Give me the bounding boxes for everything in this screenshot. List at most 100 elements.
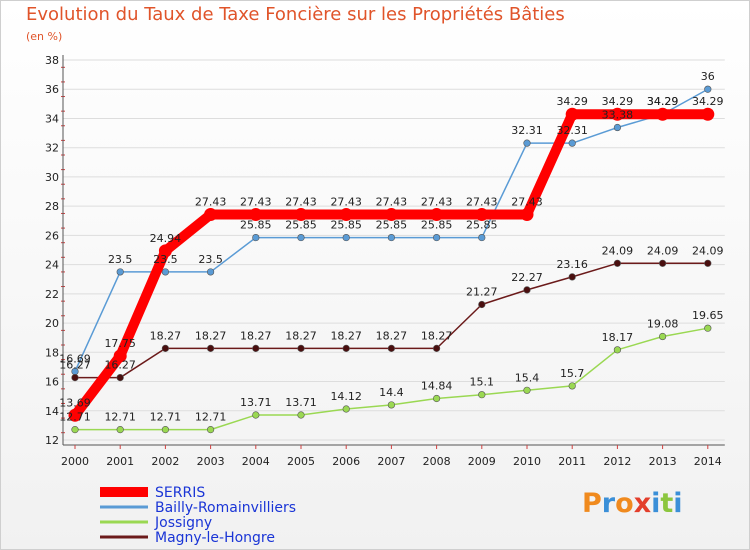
data-label: 27.43 (466, 195, 498, 208)
x-tick-label: 2008 (423, 455, 451, 468)
data-point (294, 207, 308, 221)
data-point (339, 207, 353, 221)
data-label: 25.85 (376, 219, 408, 232)
proxiti-logo: Proxiti (582, 488, 683, 519)
data-point (116, 373, 124, 382)
y-tick-label: 12 (45, 434, 59, 447)
legend-label: Bailly-Romainvilliers (155, 500, 296, 516)
data-label: 34.29 (556, 95, 588, 108)
data-label: 23.5 (198, 253, 223, 266)
data-point (658, 259, 667, 267)
data-label: 32.31 (511, 124, 543, 137)
data-label: 24.09 (692, 244, 724, 257)
data-point (207, 426, 215, 434)
data-point (116, 268, 124, 276)
data-label: 27.43 (195, 195, 227, 208)
data-label: 14.4 (379, 386, 404, 399)
data-label: 17.75 (104, 337, 136, 350)
data-point (204, 207, 218, 221)
data-point (342, 405, 350, 413)
y-tick-label: 26 (45, 229, 59, 242)
data-label: 25.85 (240, 219, 272, 232)
data-label: 23.16 (556, 258, 588, 271)
logo-letter: o (615, 488, 634, 519)
data-point (478, 300, 486, 309)
y-axis-unit: (en %) (26, 30, 63, 43)
data-point (252, 411, 260, 419)
data-label: 18.27 (285, 329, 317, 342)
data-label: 18.17 (602, 331, 634, 344)
data-label: 34.29 (602, 95, 634, 108)
data-label: 18.27 (376, 329, 408, 342)
data-point (565, 107, 579, 121)
data-point (520, 207, 534, 221)
data-point (342, 233, 350, 242)
data-label: 33.38 (602, 109, 634, 122)
data-point (433, 394, 441, 403)
data-point (704, 259, 712, 267)
data-label: 12.71 (195, 411, 227, 424)
data-point (701, 107, 715, 121)
data-label: 19.08 (647, 318, 679, 331)
data-label: 25.85 (330, 219, 362, 232)
data-point (430, 207, 444, 221)
logo-letter: P (582, 488, 602, 519)
data-point (68, 408, 82, 422)
data-point (523, 139, 531, 147)
data-point (207, 344, 215, 352)
x-tick-label: 2012 (603, 455, 631, 468)
x-tick-label: 2006 (332, 455, 360, 468)
data-label: 22.27 (511, 271, 543, 284)
data-point (613, 346, 622, 354)
x-tick-label: 2007 (377, 455, 405, 468)
data-point (475, 207, 489, 221)
data-point (71, 426, 79, 434)
data-point (613, 259, 622, 267)
data-label: 36 (701, 70, 715, 83)
data-point (387, 401, 396, 409)
x-tick-label: 2002 (151, 455, 179, 468)
x-tick-label: 2013 (649, 455, 677, 468)
data-label: 16.69 (59, 352, 91, 365)
data-label: 15.7 (560, 367, 585, 380)
data-label: 12.71 (150, 411, 182, 424)
logo-letter: i (651, 488, 661, 519)
data-point (656, 107, 670, 121)
data-point (387, 344, 396, 352)
axes (61, 55, 725, 449)
data-label: 19.65 (692, 309, 724, 322)
data-point (704, 85, 712, 93)
data-point (297, 411, 305, 419)
data-label: 34.29 (647, 95, 679, 108)
y-tick-label: 20 (45, 317, 59, 330)
x-tick-label: 2003 (197, 455, 225, 468)
x-tick-label: 2009 (468, 455, 496, 468)
data-point (433, 233, 441, 242)
x-tick-label: 2001 (106, 455, 134, 468)
data-label: 27.43 (240, 195, 272, 208)
data-point (613, 123, 622, 132)
data-point (433, 344, 441, 352)
data-label: 14.12 (330, 390, 362, 403)
data-label: 13.71 (240, 396, 272, 409)
y-tick-label: 24 (45, 259, 59, 272)
data-point (252, 344, 260, 352)
data-label: 12.71 (59, 411, 91, 424)
data-point (523, 386, 531, 394)
grid-lines (63, 59, 725, 441)
data-point (249, 207, 263, 221)
data-label: 12.71 (104, 411, 136, 424)
data-label: 18.27 (240, 329, 272, 342)
logo-letter: i (673, 488, 683, 519)
y-tick-label: 32 (45, 142, 59, 155)
data-point (658, 332, 667, 341)
data-label: 27.43 (376, 195, 408, 208)
y-tick-label: 34 (45, 112, 59, 125)
logo-letter: r (601, 488, 616, 519)
data-label: 34.29 (647, 95, 679, 108)
data-label: 18.27 (421, 329, 453, 342)
y-tick-label: 14 (45, 405, 59, 418)
series-line-magny-le-hongre (75, 262, 708, 379)
data-point (384, 207, 398, 221)
